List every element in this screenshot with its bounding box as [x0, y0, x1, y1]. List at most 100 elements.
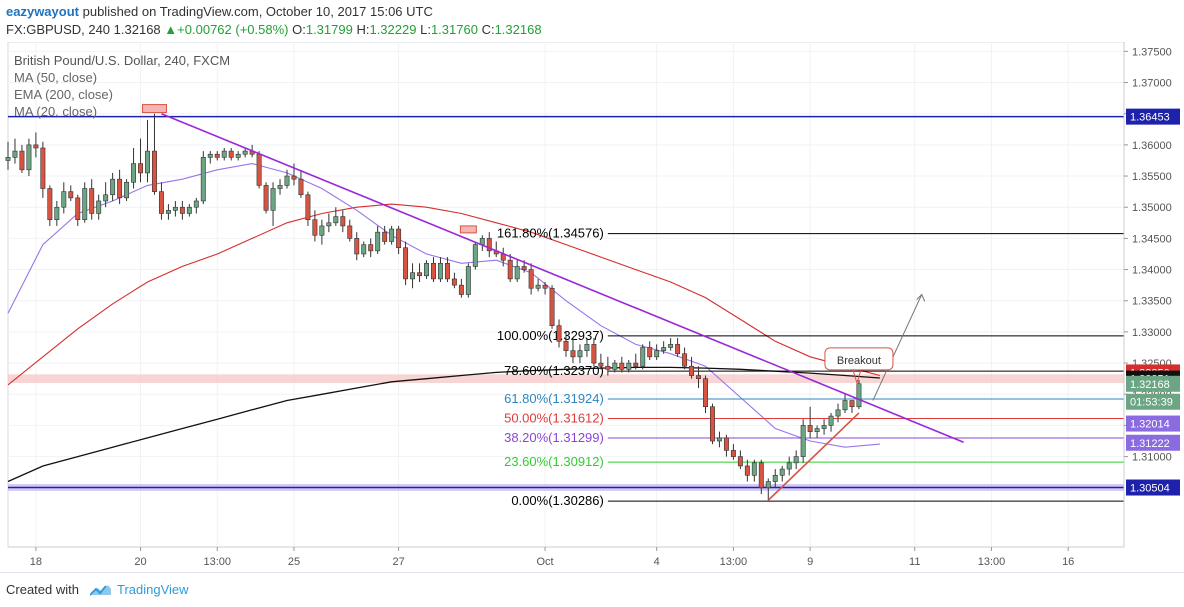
- candle-body: [772, 475, 778, 482]
- candle: [200, 151, 206, 205]
- candle-body: [361, 244, 367, 255]
- candle: [193, 197, 199, 214]
- close-label: C:: [481, 22, 495, 37]
- candle: [54, 200, 60, 226]
- chart-legend: British Pound/U.S. Dollar, 240, FXCM MA …: [14, 53, 230, 119]
- candle: [619, 356, 625, 373]
- candle: [835, 403, 841, 423]
- candle-body: [444, 263, 450, 280]
- trendlines: [161, 112, 964, 501]
- y-tick-label: 1.33000: [1132, 327, 1172, 339]
- candle: [458, 278, 464, 298]
- y-tick-label: 1.34500: [1132, 233, 1172, 245]
- candle: [333, 207, 339, 226]
- candle: [633, 353, 639, 370]
- candle-body: [465, 266, 471, 295]
- candle-body: [821, 425, 827, 429]
- tradingview-brand: TradingView: [117, 582, 189, 597]
- annotations: Breakout: [141, 104, 926, 401]
- candle: [856, 379, 862, 410]
- candle: [152, 113, 157, 195]
- candle-body: [424, 263, 429, 277]
- candle-body: [333, 216, 339, 224]
- price-label: 1.32168: [1130, 379, 1170, 391]
- candle-body: [179, 206, 185, 214]
- username-link[interactable]: eazywayout: [6, 4, 79, 19]
- price-label-bg: [1126, 375, 1180, 392]
- candle: [758, 459, 764, 495]
- candle-body: [556, 325, 562, 342]
- breakout-label: Breakout: [837, 355, 881, 367]
- candle: [577, 344, 583, 364]
- fib-label: 0.00%(1.30286): [511, 493, 604, 508]
- candle: [354, 232, 360, 261]
- candle-body: [654, 350, 660, 358]
- candle: [319, 219, 325, 245]
- candle-body: [703, 378, 708, 408]
- low-label: L:: [420, 22, 431, 37]
- x-tick-label: 11: [909, 556, 920, 568]
- candle: [186, 204, 192, 217]
- price-label-bg: [1126, 393, 1180, 410]
- candle: [437, 257, 443, 283]
- uptrend-line: [767, 412, 860, 501]
- tradingview-cloud-icon: [89, 585, 111, 596]
- legend-ma50: MA (50, close): [14, 70, 97, 85]
- candle-body: [340, 216, 346, 227]
- candle-body: [12, 150, 18, 158]
- candle-body: [549, 287, 555, 326]
- candle-body: [765, 481, 771, 489]
- candle: [723, 434, 729, 457]
- x-tick-label: 9: [807, 556, 813, 568]
- candle: [647, 341, 653, 360]
- candle-body: [647, 347, 653, 358]
- candle-body: [277, 185, 283, 189]
- candle-body: [842, 400, 848, 411]
- high-label: H:: [356, 22, 370, 37]
- candle-body: [696, 375, 701, 379]
- price-label: 1.36453: [1130, 112, 1170, 124]
- candle: [570, 338, 576, 364]
- candle: [305, 191, 311, 226]
- price-label-bg: [1126, 108, 1180, 125]
- candle-body: [807, 425, 813, 432]
- candle: [744, 459, 750, 482]
- candle: [228, 147, 234, 161]
- y-tick-label: 1.33500: [1132, 296, 1172, 308]
- price-label: 1.30504: [1130, 483, 1170, 495]
- price-chart[interactable]: 161.80%(1.34576) 100.00%(1.32937) 78.60%(1…: [0, 42, 1184, 572]
- candle-body: [814, 428, 820, 432]
- candle-body: [598, 362, 604, 367]
- candle: [117, 169, 123, 205]
- candle-body: [417, 272, 422, 277]
- candle-body: [577, 350, 583, 358]
- candle-body: [354, 238, 360, 255]
- candle-body: [368, 244, 374, 252]
- candle: [424, 260, 429, 279]
- candle: [675, 338, 681, 357]
- candle: [5, 141, 11, 170]
- candle-body: [682, 353, 688, 367]
- candle: [96, 194, 102, 220]
- candle: [19, 144, 25, 173]
- candle: [807, 406, 813, 438]
- symbol-label: FX:GBPUSD, 240: [6, 22, 111, 37]
- candle-body: [835, 409, 841, 417]
- candle-body: [47, 188, 53, 220]
- candle-body: [403, 247, 409, 280]
- candle-body: [193, 200, 199, 208]
- time-axis[interactable]: 18 20 13:00 25 27 Oct 4 13:00 9 11 13:00 16: [8, 546, 1124, 568]
- y-tick-label: 1.36000: [1132, 140, 1172, 152]
- candle-body: [145, 150, 150, 174]
- candle: [668, 338, 674, 351]
- created-with-text: Created with: [6, 582, 79, 597]
- candle: [368, 238, 374, 258]
- fib-label: 23.60%(1.30912): [504, 454, 604, 469]
- fibonacci-levels: 161.80%(1.34576) 100.00%(1.32937) 78.60%(1…: [497, 226, 1124, 508]
- candle-body: [716, 437, 722, 442]
- candle: [347, 219, 353, 242]
- candle: [326, 213, 332, 233]
- tradingview-logo[interactable]: TradingView: [89, 582, 189, 597]
- price-axis[interactable]: 1.375001.370001.365001.360001.355001.350…: [1123, 42, 1180, 547]
- candle-body: [298, 178, 304, 196]
